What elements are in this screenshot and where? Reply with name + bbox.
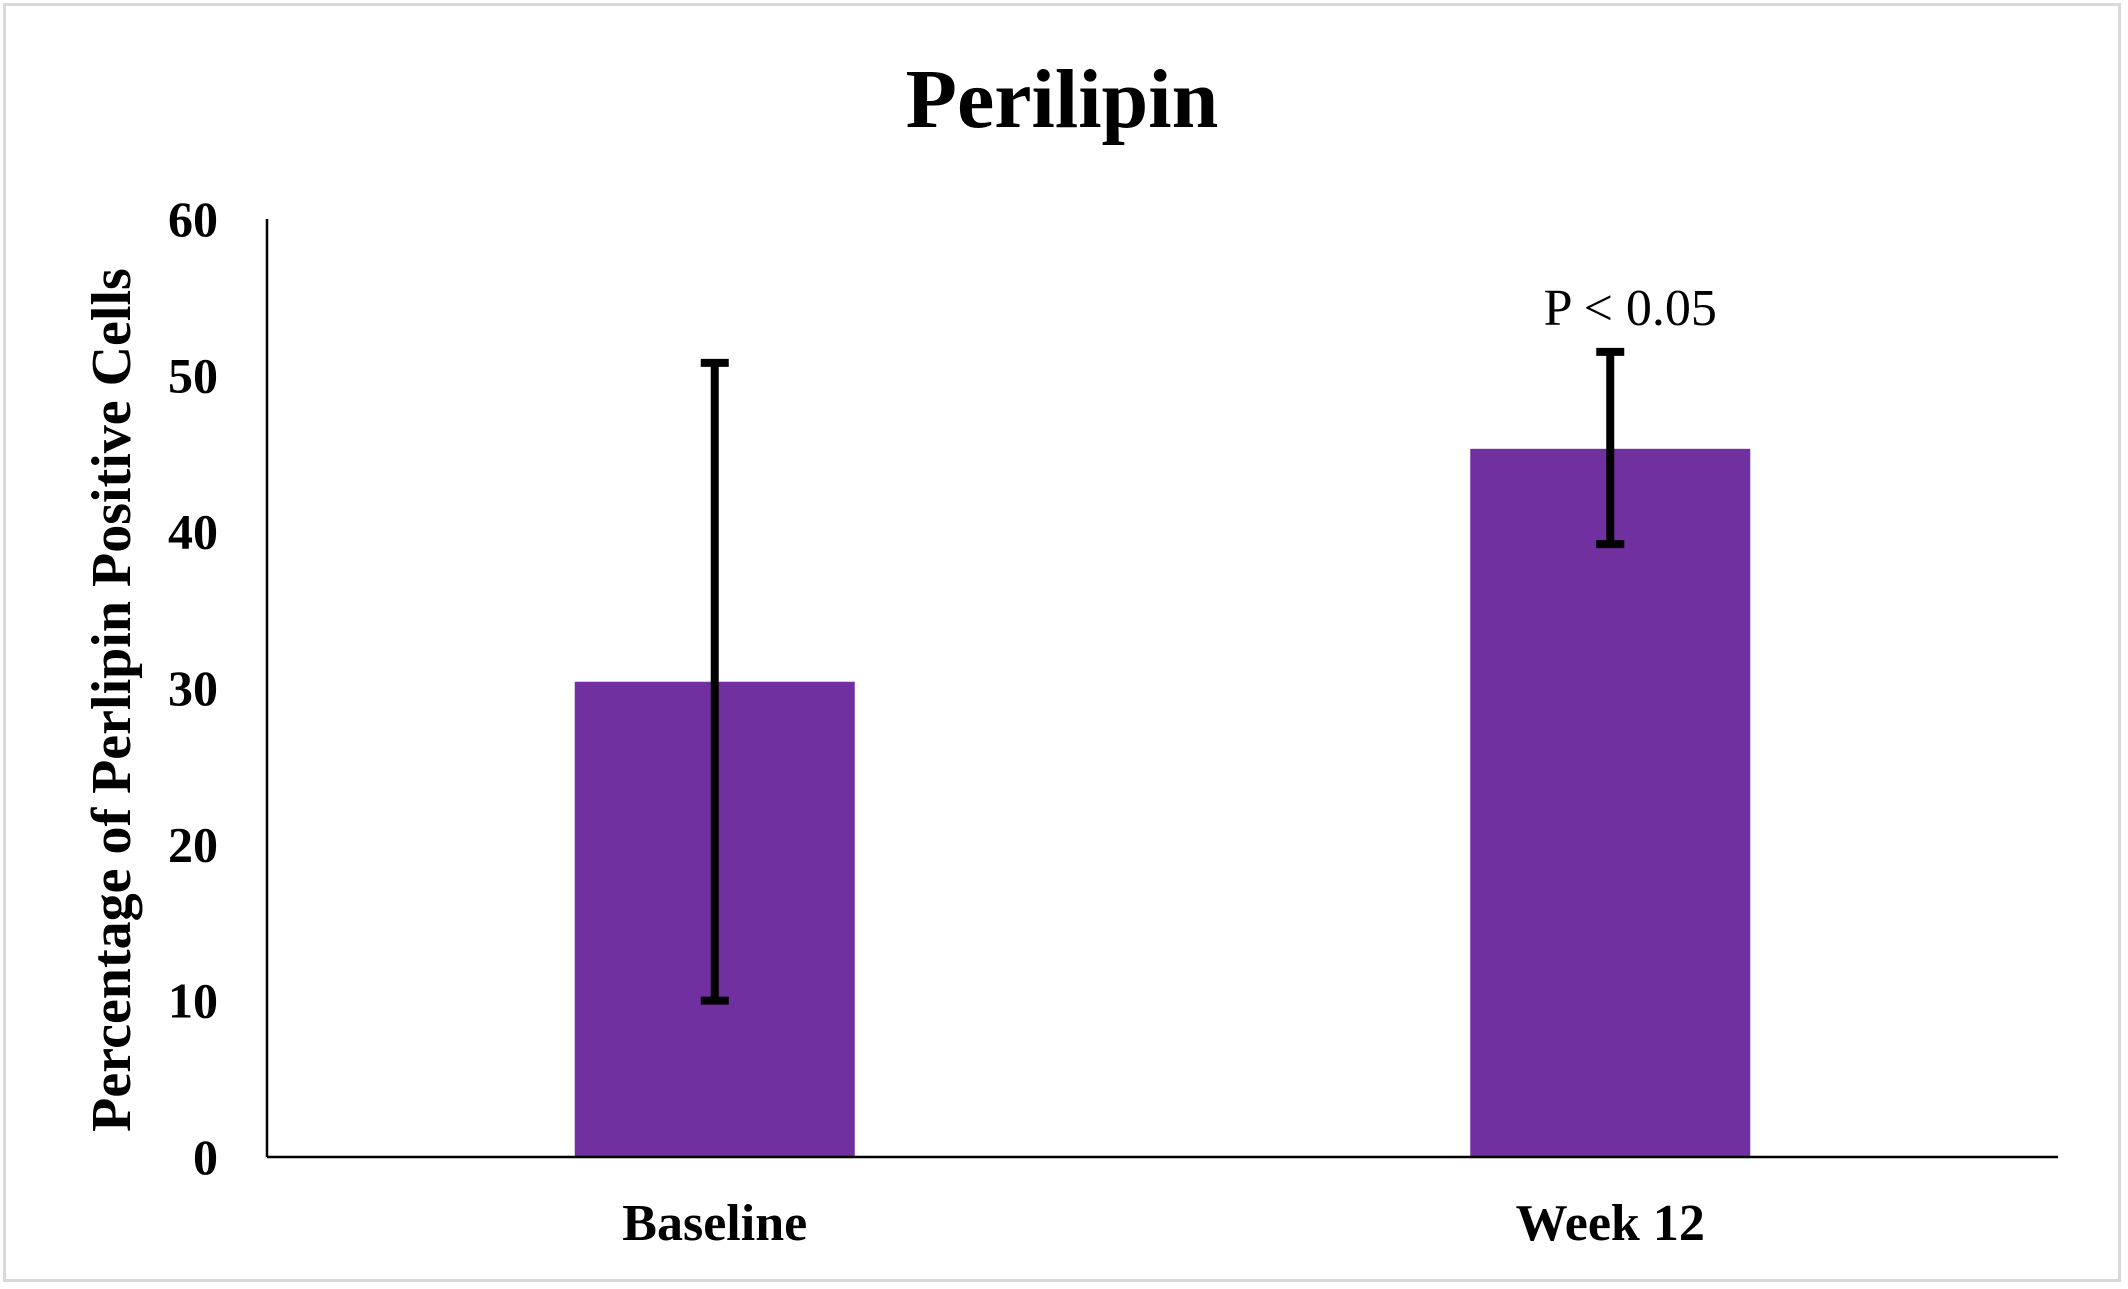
bars-layer [574, 448, 1751, 1157]
x-category-label: Baseline [622, 1195, 807, 1252]
error-bars-layer [700, 347, 1625, 1005]
y-tick-label: 0 [193, 1129, 218, 1185]
y-tick-label: 60 [168, 191, 218, 247]
y-axis-label: Percentage of Perlipin Positive Cells [81, 268, 143, 1132]
bar-week-12 [1470, 448, 1751, 1157]
y-tick-label: 20 [168, 816, 218, 872]
y-tick-label: 10 [168, 973, 218, 1029]
error-bar-baseline [700, 358, 729, 1005]
chart-title: Perilipin [906, 53, 1219, 146]
y-tick-labels: 0 10 20 30 40 50 60 [168, 191, 218, 1185]
significance-annotation: P < 0.05 [1544, 280, 1717, 337]
error-bar-week-12 [1596, 347, 1625, 549]
x-category-label: Week 12 [1516, 1195, 1705, 1252]
x-category-labels: Baseline Week 12 [622, 1195, 1705, 1252]
y-tick-label: 30 [168, 660, 218, 716]
annotations-layer: P < 0.05 [1544, 280, 1717, 337]
axes-layer [265, 219, 2058, 1159]
chart-frame [3, 3, 2121, 1282]
y-tick-label: 50 [168, 347, 218, 403]
y-tick-label: 40 [168, 504, 218, 560]
